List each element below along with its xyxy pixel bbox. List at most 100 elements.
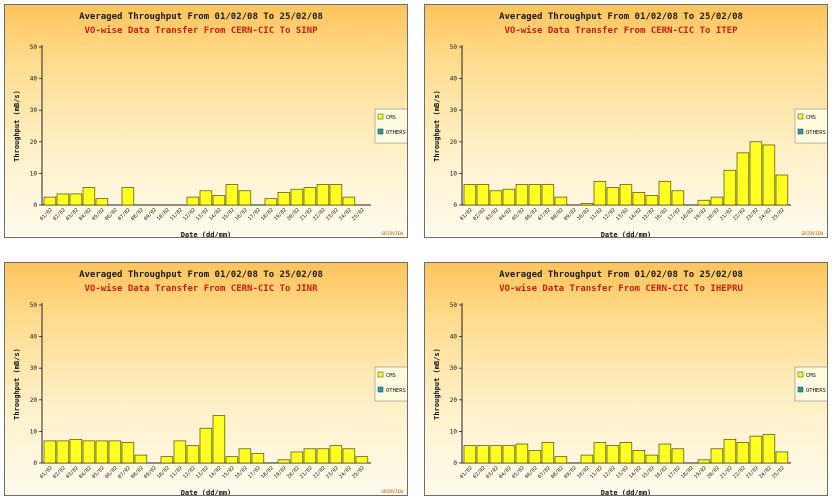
x-tick-label: 22/02 [312,465,327,480]
chart-title: Averaged Throughput From 01/02/08 To 25/… [79,270,323,280]
bar-cms-14-02 [632,192,646,206]
legend: CMS OTHERS [794,108,827,144]
x-tick-label: 10/02 [156,465,171,480]
y-tick-label: 0 [453,202,457,209]
legend-swatch-others [377,128,384,135]
y-axis-label: Throughput (mB/s) [13,348,21,420]
bar-cms-16-02 [658,180,672,206]
x-tick-label: 13/02 [195,207,210,222]
x-tick-label: 04/02 [498,465,513,480]
chart-title: Averaged Throughput From 01/02/08 To 25/… [499,270,743,280]
x-tick-label: 10/02 [576,207,591,222]
bar-cms-02-02 [476,184,490,206]
x-tick-label: 15/02 [641,465,656,480]
bar-cms-25-02 [355,456,369,464]
x-tick-label: 23/02 [745,207,760,222]
y-tick-label: 40 [450,334,458,341]
x-tick-label: 24/02 [758,207,773,222]
bar-cms-16-02 [238,448,252,464]
x-tick-label: 21/02 [299,207,314,222]
bar-cms-13-02 [619,184,633,206]
legend-box [374,108,407,144]
x-tick-label: 25/02 [771,207,786,222]
legend-label-cms: CMS [386,115,396,121]
bar-cms-07-02 [541,184,555,206]
bar-cms-08-02 [554,196,568,206]
bar-cms-10-02 [160,456,174,464]
x-tick-label: 07/02 [117,207,132,222]
y-tick-label: 0 [453,460,457,467]
bar-cms-20-02 [290,451,304,464]
x-tick-label: 05/02 [91,207,106,222]
y-tick-label: 0 [33,460,37,467]
x-tick-label: 20/02 [286,207,301,222]
x-tick-label: 17/02 [247,207,262,222]
bar-cms-16-02 [238,190,252,206]
y-tick-label: 30 [450,107,458,114]
bar-cms-05-02 [95,198,109,206]
y-tick-label: 50 [450,302,458,309]
x-tick-label: 11/02 [169,465,184,480]
chart-subtitle: VO-wise Data Transfer From CERN-CIC To I… [505,25,739,36]
x-tick-label: 06/02 [524,207,539,222]
x-tick-label: 01/02 [459,207,474,222]
x-tick-label: 17/02 [247,465,262,480]
x-tick-label: 16/02 [234,465,249,480]
legend-label-cms: CMS [386,373,396,379]
x-tick-label: 15/02 [221,465,236,480]
x-axis-label: Date (dd/mm) [601,489,652,496]
legend-swatch-cms [797,113,804,120]
x-tick-label: 25/02 [351,207,366,222]
bar-cms-10-02 [580,454,594,464]
x-tick-label: 03/02 [485,465,500,480]
x-tick-label: 22/02 [732,207,747,222]
bar-cms-15-02 [225,456,239,464]
bar-cms-22-02 [736,152,750,206]
x-axis-label: Date (dd/mm) [601,231,652,238]
x-tick-label: 02/02 [52,207,67,222]
legend: CMS OTHERS [374,366,407,402]
bar-cms-15-02 [645,454,659,464]
bar-cms-07-02 [541,442,555,464]
bar-cms-05-02 [95,440,109,464]
x-tick-label: 14/02 [628,207,643,222]
x-tick-label: 10/02 [156,207,171,222]
y-tick-label: 30 [30,365,38,372]
y-tick-label: 10 [450,170,458,177]
x-tick-label: 12/02 [182,207,197,222]
chart-panel-jinr: Averaged Throughput From 01/02/08 To 25/… [4,262,408,496]
bar-cms-14-02 [632,450,646,464]
legend-label-others: OTHERS [386,130,406,136]
bar-cms-25-02 [775,174,789,206]
bar-cms-03-02 [489,190,503,206]
legend: CMS OTHERS [794,366,827,402]
x-tick-label: 18/02 [260,207,275,222]
legend-swatch-cms [797,371,804,378]
y-tick-label: 40 [30,76,38,83]
y-tick-label: 20 [450,397,458,404]
x-tick-label: 15/02 [221,207,236,222]
y-tick-label: 0 [33,202,37,209]
legend-swatch-cms [377,113,384,120]
x-tick-label: 08/02 [550,465,565,480]
x-tick-label: 17/02 [667,465,682,480]
bar-cms-19-02 [697,459,711,464]
bar-cms-24-02 [762,144,776,206]
bar-cms-24-02 [342,448,356,464]
x-axis-label: Date (dd/mm) [181,231,232,238]
bar-cms-06-02 [528,184,542,206]
x-tick-label: 01/02 [459,465,474,480]
bar-cms-19-02 [277,459,291,464]
x-tick-label: 03/02 [65,465,80,480]
bar-cms-04-02 [502,445,516,464]
bar-cms-14-02 [212,415,226,464]
chart-panel-itep: Averaged Throughput From 01/02/08 To 25/… [424,4,828,238]
x-tick-label: 20/02 [706,465,721,480]
x-tick-label: 25/02 [351,465,366,480]
x-tick-label: 13/02 [615,465,630,480]
bar-cms-02-02 [56,193,70,206]
x-tick-label: 12/02 [602,465,617,480]
y-tick-label: 20 [30,397,38,404]
x-tick-label: 07/02 [537,465,552,480]
y-axis-label: Throughput (mB/s) [433,90,441,162]
